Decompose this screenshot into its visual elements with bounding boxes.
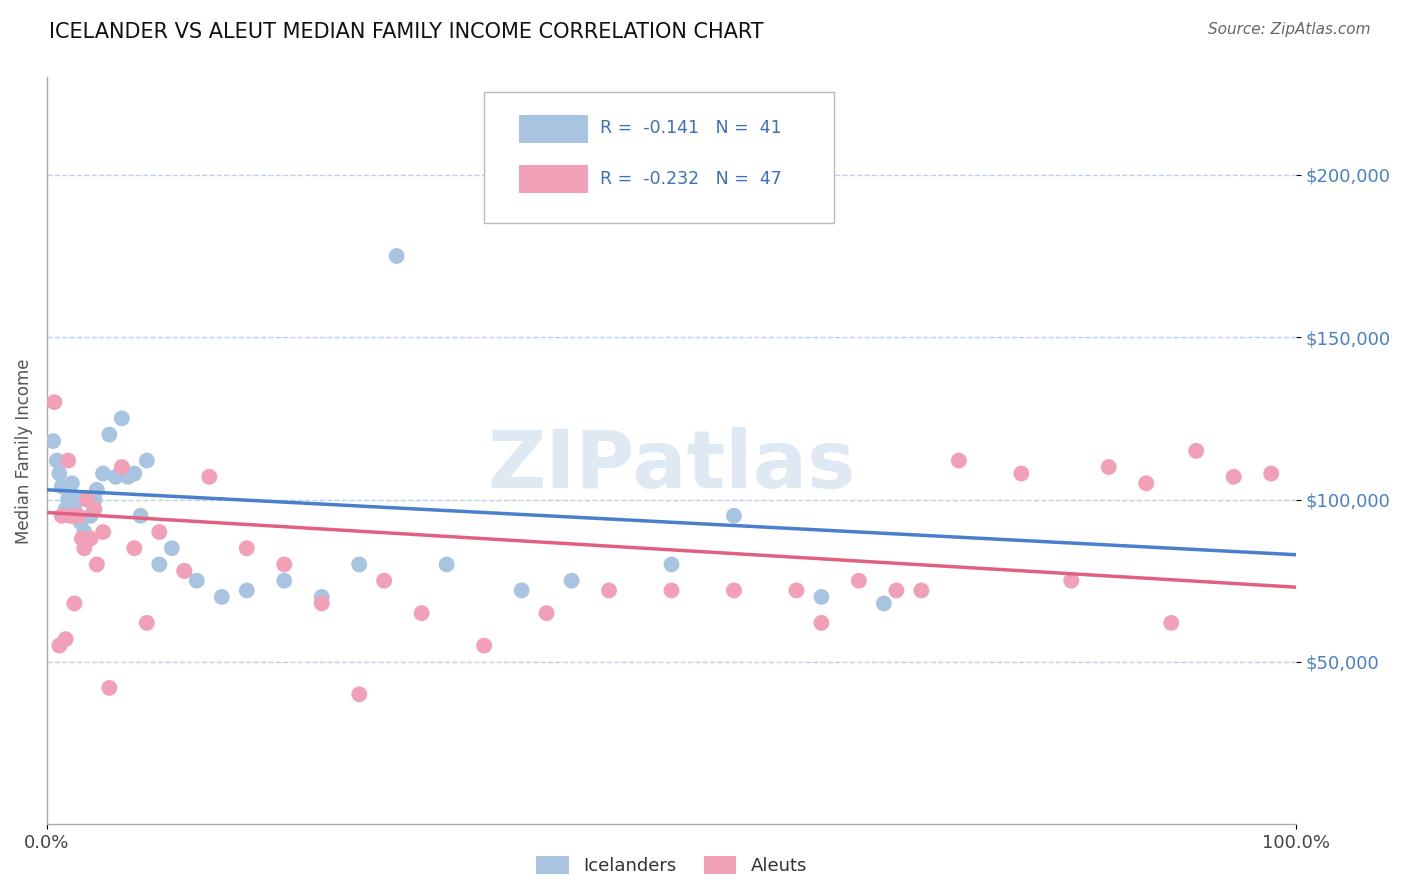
Point — [311, 596, 333, 610]
Text: ZIPatlas: ZIPatlas — [488, 426, 856, 505]
Point — [198, 470, 221, 484]
Point — [70, 532, 93, 546]
Point — [536, 606, 558, 620]
Point — [135, 615, 157, 630]
Bar — [519, 115, 588, 143]
Point — [104, 470, 127, 484]
Point — [1135, 476, 1157, 491]
Point — [44, 395, 66, 409]
Point — [723, 583, 745, 598]
Point — [60, 508, 83, 523]
Point — [129, 508, 152, 523]
Text: Source: ZipAtlas.com: Source: ZipAtlas.com — [1208, 22, 1371, 37]
Point — [56, 453, 79, 467]
Point — [135, 453, 157, 467]
Point — [810, 590, 832, 604]
Point — [785, 583, 807, 598]
Y-axis label: Median Family Income: Median Family Income — [15, 358, 32, 543]
Point — [98, 427, 121, 442]
Bar — [519, 165, 588, 194]
Point — [55, 502, 77, 516]
Point — [1060, 574, 1083, 588]
Point — [373, 574, 395, 588]
Point — [347, 558, 370, 572]
Point — [86, 483, 108, 497]
Point — [411, 606, 433, 620]
Point — [311, 590, 333, 604]
Point — [42, 434, 65, 448]
Point — [1260, 467, 1282, 481]
Point — [436, 558, 458, 572]
Point — [79, 532, 101, 546]
Point — [236, 583, 259, 598]
Point — [886, 583, 908, 598]
Point — [111, 411, 134, 425]
Point — [1098, 460, 1121, 475]
FancyBboxPatch shape — [484, 93, 834, 223]
Point — [211, 590, 233, 604]
Point — [810, 615, 832, 630]
Text: R =  -0.232   N =  47: R = -0.232 N = 47 — [600, 170, 782, 188]
Point — [510, 583, 533, 598]
Point — [848, 574, 870, 588]
Point — [186, 574, 208, 588]
Point — [910, 583, 932, 598]
Point — [1185, 443, 1208, 458]
Point — [56, 492, 79, 507]
Point — [661, 583, 683, 598]
Point — [173, 564, 195, 578]
Point — [148, 524, 170, 539]
Point — [173, 564, 195, 578]
Text: R =  -0.141   N =  41: R = -0.141 N = 41 — [600, 120, 782, 137]
Point — [48, 639, 70, 653]
Point — [598, 583, 620, 598]
Point — [124, 467, 146, 481]
Point — [723, 508, 745, 523]
Point — [76, 532, 98, 546]
Point — [79, 508, 101, 523]
Point — [60, 476, 83, 491]
Point — [124, 541, 146, 556]
Point — [76, 492, 98, 507]
Point — [69, 515, 91, 529]
Point — [1222, 470, 1244, 484]
Point — [73, 524, 96, 539]
Point — [83, 492, 105, 507]
Point — [347, 687, 370, 701]
Point — [160, 541, 183, 556]
Point — [873, 596, 896, 610]
Point — [273, 574, 295, 588]
Point — [1160, 615, 1182, 630]
Point — [472, 639, 495, 653]
Point — [91, 467, 114, 481]
Point — [117, 470, 139, 484]
Point — [98, 681, 121, 695]
Point — [948, 453, 970, 467]
Point — [63, 499, 86, 513]
Point — [63, 596, 86, 610]
Legend: Icelanders, Aleuts: Icelanders, Aleuts — [529, 848, 814, 882]
Point — [111, 460, 134, 475]
Point — [661, 558, 683, 572]
Point — [83, 502, 105, 516]
Point — [385, 249, 408, 263]
Point — [67, 508, 90, 523]
Point — [45, 453, 67, 467]
Point — [51, 508, 73, 523]
Point — [58, 508, 80, 523]
Point — [55, 632, 77, 647]
Point — [273, 558, 295, 572]
Point — [73, 541, 96, 556]
Point — [48, 467, 70, 481]
Point — [67, 492, 90, 507]
Point — [561, 574, 583, 588]
Point — [91, 524, 114, 539]
Point — [236, 541, 259, 556]
Text: ICELANDER VS ALEUT MEDIAN FAMILY INCOME CORRELATION CHART: ICELANDER VS ALEUT MEDIAN FAMILY INCOME … — [49, 22, 763, 42]
Point — [148, 558, 170, 572]
Point — [86, 558, 108, 572]
Point — [1010, 467, 1032, 481]
Point — [51, 479, 73, 493]
